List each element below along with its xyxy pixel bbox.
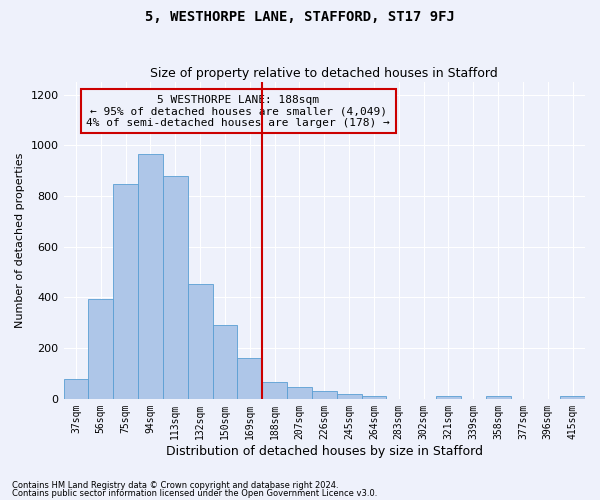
Bar — [163, 176, 188, 399]
Bar — [436, 396, 461, 399]
Bar — [362, 396, 386, 399]
Bar — [312, 391, 337, 399]
Bar — [560, 396, 585, 399]
Y-axis label: Number of detached properties: Number of detached properties — [15, 153, 25, 328]
Bar — [64, 378, 88, 399]
Bar — [138, 154, 163, 399]
Bar — [88, 298, 113, 399]
Bar — [262, 382, 287, 399]
Text: Contains public sector information licensed under the Open Government Licence v3: Contains public sector information licen… — [12, 488, 377, 498]
Bar — [485, 396, 511, 399]
Bar — [188, 284, 212, 399]
Bar — [287, 386, 312, 399]
Title: Size of property relative to detached houses in Stafford: Size of property relative to detached ho… — [151, 66, 498, 80]
Text: 5, WESTHORPE LANE, STAFFORD, ST17 9FJ: 5, WESTHORPE LANE, STAFFORD, ST17 9FJ — [145, 10, 455, 24]
Bar — [238, 358, 262, 399]
Bar — [113, 184, 138, 399]
Bar — [337, 394, 362, 399]
Text: 5 WESTHORPE LANE: 188sqm
← 95% of detached houses are smaller (4,049)
4% of semi: 5 WESTHORPE LANE: 188sqm ← 95% of detach… — [86, 94, 390, 128]
X-axis label: Distribution of detached houses by size in Stafford: Distribution of detached houses by size … — [166, 444, 483, 458]
Bar — [212, 326, 238, 399]
Text: Contains HM Land Registry data © Crown copyright and database right 2024.: Contains HM Land Registry data © Crown c… — [12, 481, 338, 490]
